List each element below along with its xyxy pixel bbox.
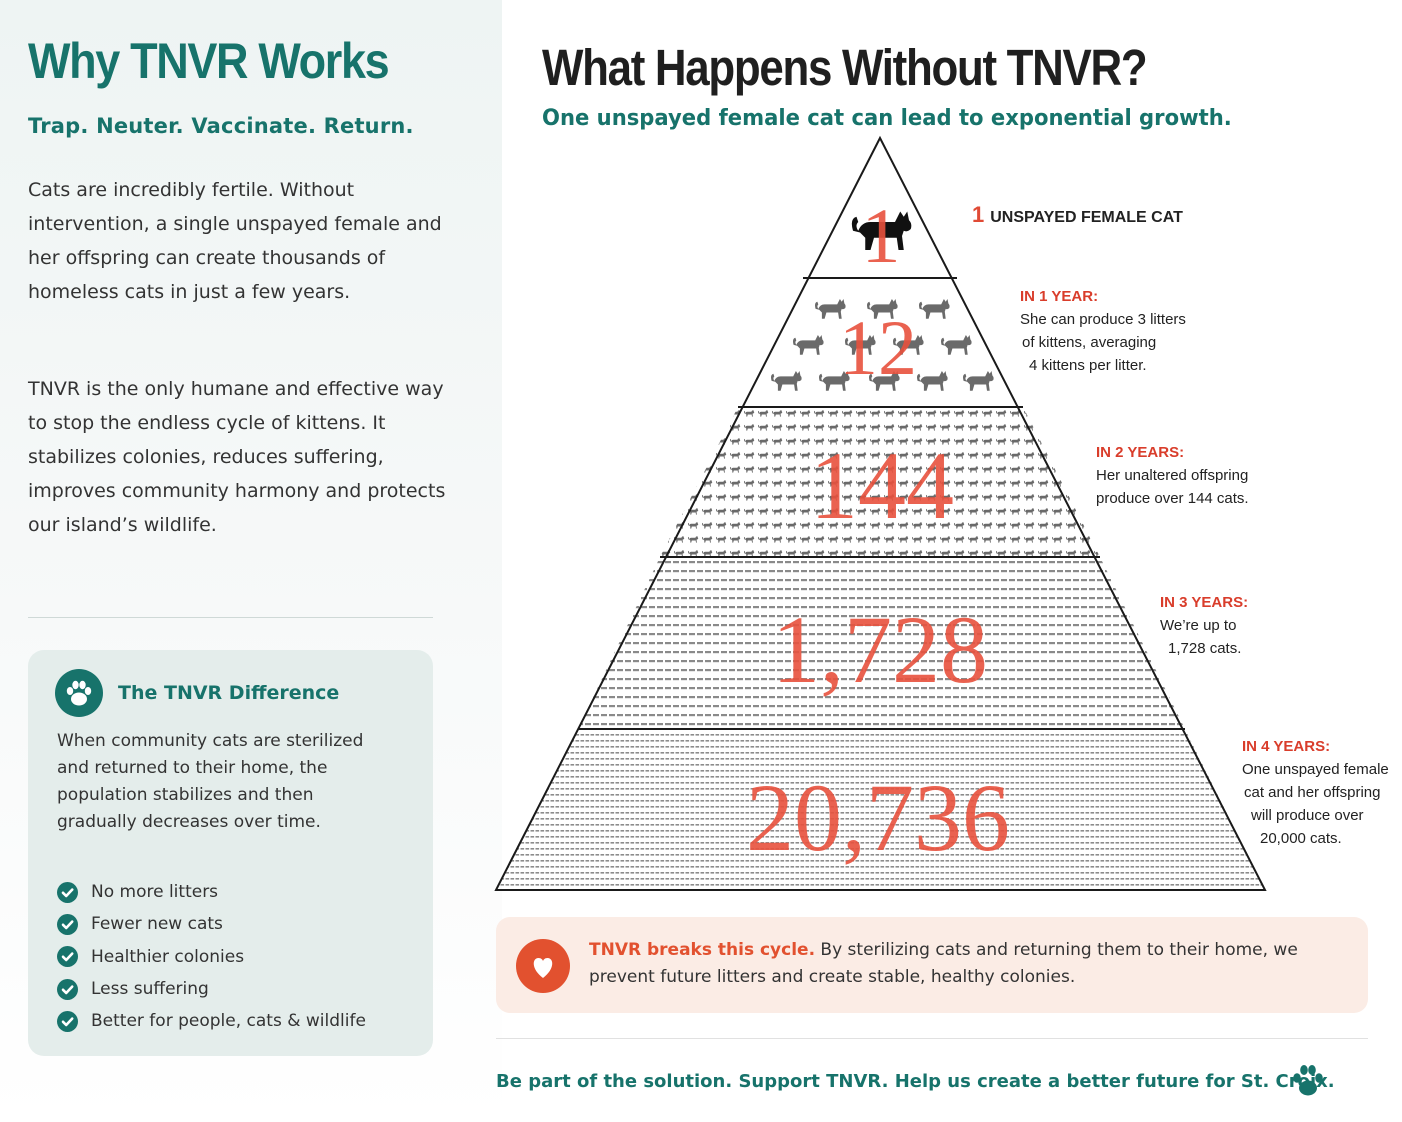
tier-2-label: IN 2 YEARS: Her unaltered offspring prod… <box>1096 441 1249 510</box>
tier-4-heading: IN 4 YEARS: <box>1242 738 1331 755</box>
footer-text: Be part of the solution. Support TNVR. H… <box>496 1071 1335 1092</box>
paw-icon <box>55 669 103 717</box>
tier-0-shape <box>803 138 957 278</box>
list-item: No more litters <box>57 876 366 908</box>
tier-2-number: 144 <box>810 432 954 539</box>
intro-paragraph: Cats are incredibly fertile. Without int… <box>28 179 442 303</box>
tier-3-heading: IN 3 YEARS: <box>1160 594 1249 611</box>
tier-3-line: 1,728 cats. <box>1168 640 1242 657</box>
tier-4-line: One unspayed female <box>1242 761 1389 778</box>
list-item-label: Better for people, cats & wildlife <box>91 1011 366 1032</box>
tier-4-shape <box>496 729 1265 890</box>
tnvr-difference-card: The TNVR Difference When community cats … <box>28 650 433 1056</box>
list-item: Less suffering <box>57 973 366 1005</box>
tier-3-number: 1,728 <box>772 596 988 703</box>
cycle-text: TNVR breaks this cycle. By sterilizing c… <box>589 937 1349 991</box>
tier-0-label-number: 1 <box>972 202 985 227</box>
tier-2-heading: IN 2 YEARS: <box>1096 444 1185 461</box>
check-icon <box>57 946 78 968</box>
tier-1-heading: IN 1 YEAR: <box>1020 288 1099 305</box>
tier-4-number: 20,736 <box>746 764 1010 871</box>
tier-3-shape <box>578 557 1185 729</box>
benefit-list: No more litters Fewer new cats Healthier… <box>57 876 366 1037</box>
tier-4-line: cat and her offspring <box>1244 784 1381 801</box>
list-item-label: Healthier colonies <box>91 946 245 967</box>
list-item: Healthier colonies <box>57 941 366 973</box>
footer-divider <box>496 1038 1368 1039</box>
paw-icon <box>1286 1058 1330 1106</box>
tier-4-label: IN 4 YEARS: One unspayed female cat and … <box>1242 735 1389 850</box>
check-icon <box>57 881 78 903</box>
tier-1-number: 12 <box>839 304 917 391</box>
tier-1-shape <box>738 278 1023 407</box>
pyramid-outline <box>494 135 1267 891</box>
tier-2-line: Her unaltered offspring <box>1096 467 1249 484</box>
list-item-label: Less suffering <box>91 979 209 1000</box>
tier-1-line: of kittens, averaging <box>1022 334 1157 351</box>
tier-0-label-text: UNSPAYED FEMALE CAT <box>990 209 1183 226</box>
right-subtitle: One unspayed female cat can lead to expo… <box>542 106 1232 131</box>
check-icon <box>57 913 78 935</box>
left-panel: Why TNVR Works Trap. Neuter. Vaccinate. … <box>0 0 502 1122</box>
tier-1-line: She can produce 3 litters <box>1020 311 1186 328</box>
tier-3-label: IN 3 YEARS: We’re up to 1,728 cats. <box>1160 591 1248 660</box>
list-item: Better for people, cats & wildlife <box>57 1005 366 1037</box>
tier-3-line: We’re up to <box>1160 617 1237 634</box>
check-icon <box>57 978 78 1000</box>
cycle-body-text: By sterilizing cats and returning them t… <box>589 940 1298 987</box>
cycle-callout: TNVR breaks this cycle. By sterilizing c… <box>496 917 1368 1013</box>
tier-1-label: IN 1 YEAR: She can produce 3 litters of … <box>1020 285 1186 377</box>
left-title: Why TNVR Works <box>28 33 390 89</box>
tier-0-number: 1 <box>862 192 901 279</box>
tier-0-label: 1 UNSPAYED FEMALE CAT <box>972 203 1183 229</box>
cycle-strong-text: TNVR breaks this cycle. <box>589 940 816 960</box>
left-subtitle: Trap. Neuter. Vaccinate. Return. <box>28 114 414 138</box>
tier-1-line: 4 kittens per litter. <box>1029 357 1147 374</box>
tier-4-line: will produce over <box>1251 807 1364 824</box>
left-divider <box>28 617 433 618</box>
right-title: What Happens Without TNVR? <box>542 39 1148 96</box>
card-title: The TNVR Difference <box>118 682 340 704</box>
list-item-label: No more litters <box>91 882 219 903</box>
tier-2-line: produce over 144 cats. <box>1096 490 1249 507</box>
card-text: When community cats are sterilized and r… <box>57 731 364 832</box>
heart-icon <box>516 939 570 993</box>
tier-4-line: 20,000 cats. <box>1260 830 1342 847</box>
list-item-label: Fewer new cats <box>91 914 223 935</box>
check-icon <box>57 1010 78 1032</box>
tnvr-paragraph: TNVR is the only humane and effective wa… <box>28 378 446 536</box>
list-item: Fewer new cats <box>57 908 366 940</box>
tier-2-shape <box>660 407 1100 557</box>
